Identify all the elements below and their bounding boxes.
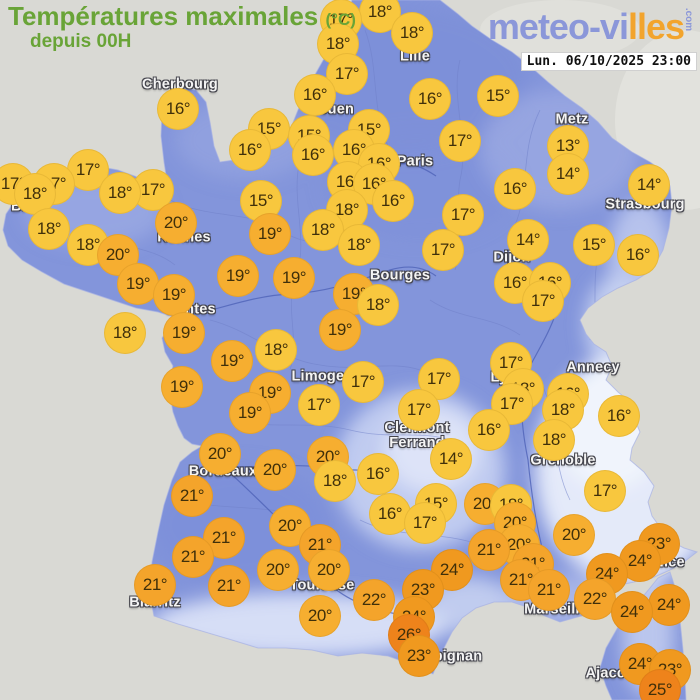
page-title: Températures maximales (°C): [8, 1, 356, 32]
temp-marker: 18°: [302, 209, 344, 251]
temp-marker: 16°: [468, 409, 510, 451]
temp-marker: 17°: [298, 384, 340, 426]
temp-marker: 17°: [422, 229, 464, 271]
temp-marker: 16°: [598, 395, 640, 437]
temp-marker: 18°: [533, 419, 575, 461]
logo-tld: .com: [682, 7, 694, 32]
temp-marker: 17°: [342, 361, 384, 403]
temp-marker: 21°: [208, 565, 250, 607]
temp-marker: 21°: [172, 536, 214, 578]
temp-marker: 17°: [584, 470, 626, 512]
temp-marker: 18°: [255, 329, 297, 371]
temp-marker: 16°: [617, 234, 659, 276]
temp-marker: 19°: [249, 213, 291, 255]
temp-marker: 14°: [430, 438, 472, 480]
temp-marker: 17°: [439, 120, 481, 162]
temp-marker: 14°: [507, 219, 549, 261]
temp-marker: 18°: [314, 460, 356, 502]
temp-marker: 17°: [404, 502, 446, 544]
temp-marker: 21°: [468, 529, 510, 571]
title-text: Températures maximales: [8, 1, 319, 31]
temp-marker: 20°: [553, 514, 595, 556]
temp-marker: 19°: [217, 255, 259, 297]
temp-marker: 16°: [494, 262, 536, 304]
temp-marker: 18°: [391, 12, 433, 54]
logo-blue-part: meteo-vi: [487, 6, 629, 47]
temp-marker: 19°: [153, 274, 195, 316]
temp-marker: 18°: [104, 312, 146, 354]
meteo-villes-logo: meteo-villes: [487, 6, 685, 48]
temp-marker: 19°: [163, 312, 205, 354]
temp-marker: 15°: [477, 75, 519, 117]
temp-marker: 21°: [171, 475, 213, 517]
temp-marker: 16°: [229, 129, 271, 171]
temp-marker: 25°: [639, 669, 681, 700]
temp-marker: 18°: [99, 172, 141, 214]
temp-marker: 18°: [357, 284, 399, 326]
temp-marker: 19°: [229, 392, 271, 434]
temp-marker: 19°: [211, 340, 253, 382]
temp-marker: 18°: [28, 208, 70, 250]
temp-marker: 15°: [573, 224, 615, 266]
temp-marker: 16°: [294, 74, 336, 116]
temp-marker: 21°: [134, 564, 176, 606]
temp-marker: 17°: [442, 194, 484, 236]
temp-marker: 20°: [299, 595, 341, 637]
temp-marker: 16°: [409, 78, 451, 120]
temp-marker: 16°: [494, 168, 536, 210]
temp-marker: 20°: [199, 433, 241, 475]
temp-marker: 24°: [611, 591, 653, 633]
temp-marker: 20°: [308, 549, 350, 591]
temp-marker: 22°: [353, 579, 395, 621]
temp-marker: 18°: [338, 224, 380, 266]
logo-orange-part: lles: [627, 6, 685, 47]
timestamp-badge: Lun. 06/10/2025 23:00: [520, 52, 697, 71]
temp-marker: 19°: [117, 263, 159, 305]
temp-marker: 14°: [628, 164, 670, 206]
temp-marker: 17°: [326, 53, 368, 95]
title-unit: (°C): [325, 10, 356, 29]
temp-marker: 22°: [574, 578, 616, 620]
temp-marker: 19°: [319, 309, 361, 351]
temp-marker: 24°: [648, 584, 690, 626]
temp-marker: 20°: [257, 549, 299, 591]
temp-marker: 20°: [254, 449, 296, 491]
temp-marker: 19°: [161, 366, 203, 408]
page-subtitle: depuis 00H: [30, 31, 132, 52]
temp-marker: 16°: [372, 180, 414, 222]
temp-marker: 17°: [522, 280, 564, 322]
temp-marker: 16°: [292, 134, 334, 176]
temp-marker: 19°: [273, 257, 315, 299]
temp-marker: 20°: [155, 202, 197, 244]
temp-marker: 16°: [157, 88, 199, 130]
temp-marker: 16°: [357, 453, 399, 495]
temp-marker: 21°: [528, 569, 570, 611]
temp-marker: 17°: [398, 389, 440, 431]
temp-marker: 23°: [398, 635, 440, 677]
temp-marker: 14°: [547, 153, 589, 195]
